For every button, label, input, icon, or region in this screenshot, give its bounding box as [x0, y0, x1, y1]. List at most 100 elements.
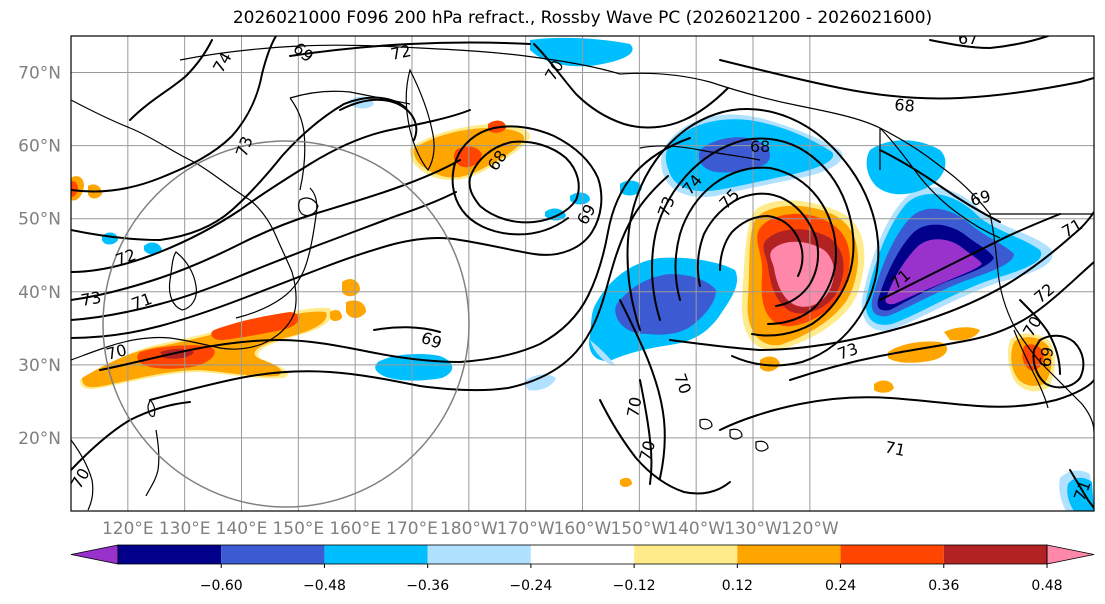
colorbar-tick-label: −0.48 [303, 578, 346, 594]
lat-tick-label: 30°N [18, 356, 61, 376]
contour-70-trough2 [639, 379, 653, 485]
contour-label-69c: 69 [968, 186, 993, 210]
lon-tick-label: 120°E [102, 519, 154, 539]
anomaly-arctic-cyan [530, 37, 633, 67]
anomaly-central-pacific-light [590, 340, 616, 366]
contour-69-mid [373, 326, 441, 333]
colorbar-bin [943, 545, 1047, 564]
range-circle [102, 140, 470, 508]
contour-label-70e: 70 [636, 438, 660, 463]
map-frame [70, 35, 1095, 512]
coast-aleutians [639, 145, 761, 161]
anomaly-china-red [71, 181, 78, 197]
longitude-labels: 120°E 130°E 140°E 150°E 160°E 170°E 180°W 170°W… [102, 519, 839, 539]
anomaly-subtropical-orange3 [874, 380, 894, 393]
colorbar-bin [634, 545, 738, 564]
coastlines [71, 44, 1094, 511]
colorbar-tick-label: 0.48 [1031, 578, 1062, 594]
contour-74 [129, 39, 213, 121]
coast-vietnam [71, 439, 94, 511]
contour-71-south [599, 399, 731, 495]
lon-tick-label: 170°E [386, 519, 438, 539]
colorbar-bin [530, 545, 635, 564]
contour-69-baja [1032, 334, 1085, 389]
coast-asia [71, 99, 297, 361]
contour-70-se [1019, 299, 1061, 375]
contour-71-east [719, 379, 1094, 431]
lon-tick-label: 150°W [610, 519, 668, 539]
colorbar-bin [737, 545, 841, 564]
contour-70-trough [619, 299, 666, 479]
colorbar-tick-labels: −0.60 −0.48 −0.36 −0.24 −0.12 0.12 0.24 0.36 0.4… [200, 564, 1063, 594]
contour-70-west [71, 125, 603, 339]
coast-alaska [619, 72, 991, 215]
contour-73-east [669, 211, 1094, 351]
lon-tick-label: 160°W [554, 519, 612, 539]
contour-ridge-2 [651, 137, 855, 337]
contour-67 [929, 36, 1049, 49]
contour-label-70b: 70 [104, 340, 129, 364]
contour-label-72: 72 [389, 41, 413, 64]
colorbar-tick-label: −0.24 [509, 578, 552, 594]
colorbar-frame [117, 544, 1048, 565]
lon-tick-label: 150°E [272, 519, 324, 539]
coast-korea [168, 251, 197, 311]
contour-71-pnw [879, 213, 1061, 301]
contour-69-wide [99, 137, 691, 371]
contour-ridge-3 [674, 166, 837, 325]
coast-philippines [145, 429, 160, 497]
lon-tick-label: 120°W [781, 519, 839, 539]
lat-tick-label: 70°N [18, 64, 61, 84]
colorbar-tick-label: 0.12 [722, 578, 753, 594]
colorbar [70, 544, 1095, 565]
map-title: 2026021000 F096 200 hPa refract., Rossby… [232, 8, 933, 28]
contour-71-west [71, 96, 407, 241]
colorbar-tick-label: 0.24 [825, 578, 856, 594]
graticule [71, 36, 1094, 511]
lon-tick-label: 130°W [724, 519, 782, 539]
colorbar-tick-label: −0.36 [406, 578, 449, 594]
lon-tick-label: 140°W [667, 519, 725, 539]
lat-tick-label: 20°N [18, 429, 61, 449]
rossby-pc-shading [71, 37, 1094, 511]
lat-tick-label: 60°N [18, 137, 61, 157]
contour-72-north [289, 41, 531, 57]
anomaly-canada-cyan2 [1067, 477, 1094, 511]
coast-west-us [989, 213, 1094, 433]
contour-68-north [719, 59, 1094, 100]
contour-69-arctic [339, 98, 418, 141]
anomaly-central-pacific-blue [615, 274, 716, 335]
contour-ridge-5 [719, 215, 804, 277]
colorbar-tick-label: −0.60 [200, 578, 243, 594]
anomaly-asia-cyan [144, 242, 162, 255]
contour-label-70d: 70 [623, 395, 645, 418]
anomaly-japan-red2 [211, 312, 300, 340]
lon-tick-label: 180°W [440, 519, 498, 539]
contour-label-69d: 69 [1035, 345, 1057, 368]
coast-siberia [179, 44, 621, 75]
colorbar-max-extend [1046, 544, 1095, 565]
anomaly-tiny-orange [620, 477, 632, 487]
colorbar-tick-label: 0.36 [928, 578, 959, 594]
latitude-labels: 70°N 60°N 50°N 40°N 30°N 20°N [18, 64, 61, 449]
anomaly-japan-sea-orange2 [346, 300, 366, 318]
contour-70-arctic [533, 43, 729, 129]
coast-hawaii [699, 418, 769, 452]
colorbar-bin [118, 545, 222, 564]
contour-73-west [71, 36, 277, 193]
contour-70-sw [149, 175, 669, 401]
anomaly-japan-sea-orange3 [330, 310, 342, 321]
anomaly-pnw-purple [885, 239, 982, 305]
lat-tick-label: 50°N [18, 210, 61, 230]
contour-label-68b: 68 [894, 95, 916, 116]
colorbar-bin [324, 545, 428, 564]
colorbar-bin [427, 545, 531, 564]
anomaly-subtropical-orange4 [760, 356, 780, 372]
contour-72-east [789, 261, 1094, 381]
contour-72-west [71, 109, 471, 273]
lon-tick-label: 170°W [497, 519, 555, 539]
lat-tick-label: 40°N [18, 283, 61, 303]
colorbar-min-extend [70, 544, 119, 565]
coast-west-canada [879, 127, 1001, 239]
